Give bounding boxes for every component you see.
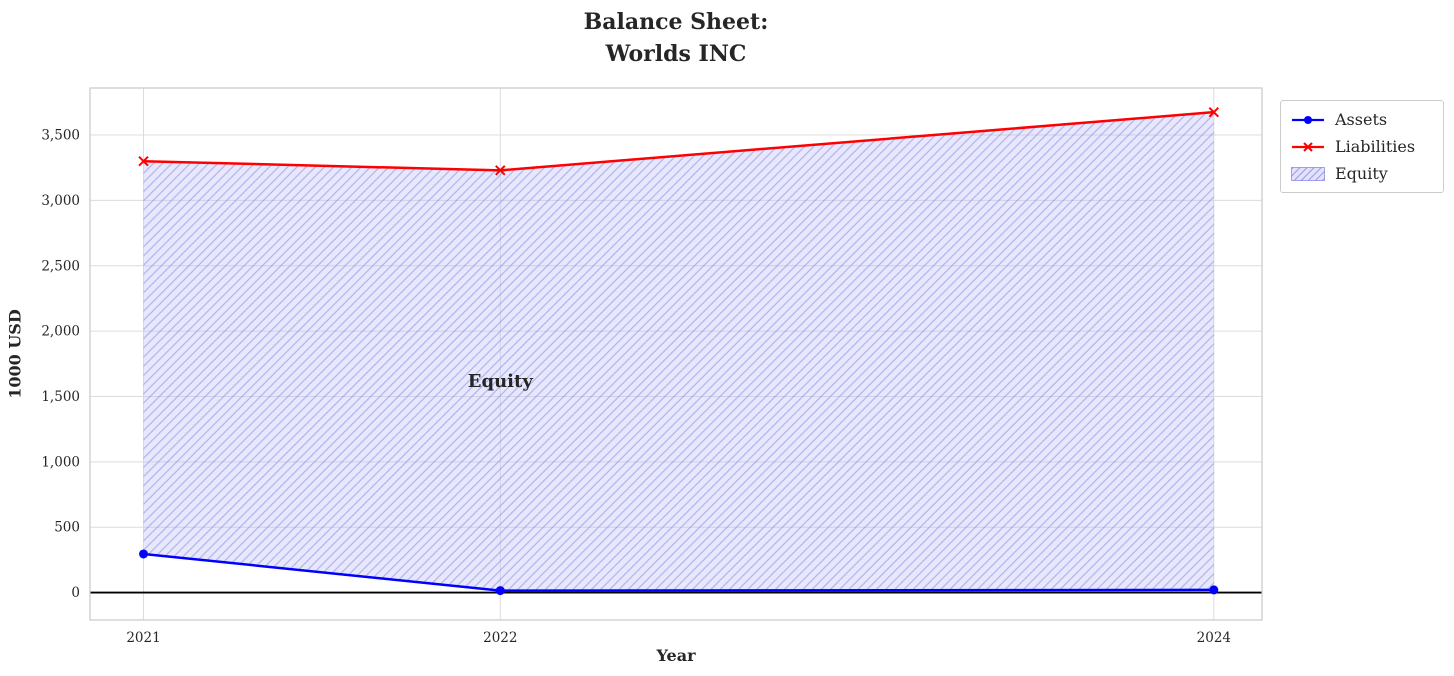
marker-x [1208,106,1220,118]
marker-circle [495,586,505,596]
y-axis-label: 1000 USD [5,309,25,399]
equity-fill-area [143,112,1214,591]
marker-x [138,155,149,167]
equity-patch-icon [1291,166,1325,182]
marker-circle [1209,585,1219,595]
legend-label-liabilities: Liabilities [1335,137,1416,156]
equity-annotation: Equity [468,371,534,392]
legend-item-assets: Assets [1291,110,1433,129]
y-tick-label: 0 [71,585,80,601]
y-tick-label: 2,000 [41,324,80,340]
marker-x [495,165,506,176]
series-liabilities [138,106,1220,176]
marker-circle [139,549,149,559]
x-tick-label: 2022 [483,630,517,646]
assets-line-icon [1291,112,1325,128]
y-tick-label: 1,500 [41,389,80,405]
legend-label-assets: Assets [1335,110,1388,129]
liabilities-line-icon [1291,139,1325,155]
x-tick-label: 2024 [1197,630,1231,646]
legend-item-equity: Equity [1291,164,1433,183]
y-tick-label: 3,500 [41,128,80,144]
legend-label-equity: Equity [1335,164,1388,183]
legend-item-liabilities: Liabilities [1291,137,1433,156]
plot-frame [89,87,1263,621]
y-tick-label: 1,000 [41,454,80,470]
y-tick-label: 2,500 [41,258,80,274]
chart-title: Balance Sheet: Worlds INC [583,9,769,67]
series-assets [139,549,1219,596]
legend: Assets Liabilities Equity [1280,100,1444,193]
y-tick-label: 3,000 [41,193,80,209]
x-tick-label: 2021 [126,630,160,646]
y-tick-label: 500 [54,520,80,536]
x-axis-label: Year [656,646,696,665]
